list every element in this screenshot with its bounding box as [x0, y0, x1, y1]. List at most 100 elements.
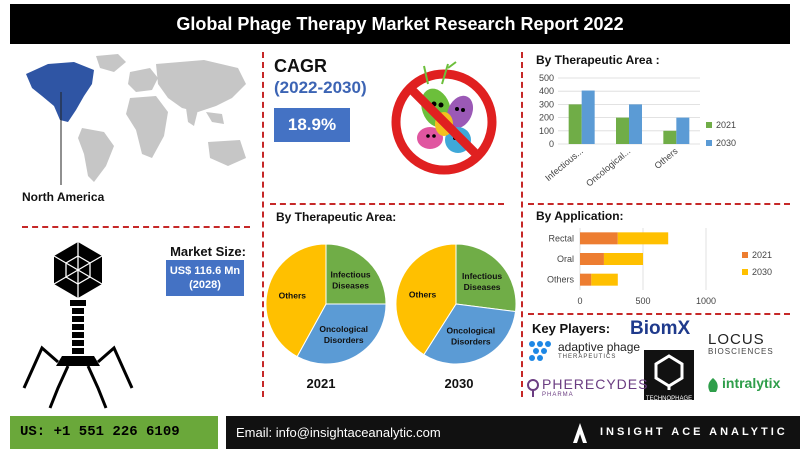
technophage-icon [654, 354, 684, 390]
pie-2030-label: 2030 [444, 376, 474, 391]
y-tick-label: Rectal [548, 233, 574, 243]
map-greenland [96, 54, 126, 72]
pie-slice [395, 243, 457, 356]
pie-slice-label: Others [279, 290, 307, 300]
therapeutic-bar-heading: By Therapeutic Area : [536, 53, 660, 67]
legend-label: 2021 [716, 120, 736, 130]
y-tick-label: Others [547, 275, 575, 285]
intralytix-icon [708, 378, 718, 392]
pie-slice-label: Infectious Diseases [462, 271, 502, 292]
pie-slice-label: Oncological Disorders [319, 324, 368, 345]
y-tick-label: 100 [539, 126, 554, 136]
map-africa [126, 96, 168, 158]
map-south-america [78, 128, 114, 182]
logo-adaptive-name: adaptive phage [558, 340, 641, 354]
legend-label: 2030 [716, 138, 736, 148]
x-tick-label: 0 [577, 296, 582, 306]
legend-swatch [706, 140, 712, 146]
pie-slice [296, 303, 387, 365]
bar-2021 [580, 232, 618, 245]
cagr-value: 18.9% [274, 108, 350, 142]
x-tick-label: Others [652, 146, 680, 171]
bar-2021 [616, 117, 629, 144]
key-players-heading: Key Players: [532, 321, 611, 336]
map-europe [128, 68, 158, 92]
pherecydes-icon [527, 379, 539, 397]
bar-2021 [663, 130, 677, 144]
bar-2030 [676, 117, 690, 144]
y-tick-label: 400 [539, 86, 554, 96]
market-size-box: US$ 116.6 Mn (2028) [166, 260, 244, 296]
pie-slice [265, 243, 327, 358]
x-tick-label: 1000 [696, 296, 716, 306]
map-asia [156, 60, 246, 112]
legend-swatch [706, 122, 712, 128]
logo-technophage: TECHNOPHAGE [644, 350, 694, 402]
application-bar-chart: 0 500 1000 Rectal Oral Others 2021 2030 [547, 228, 772, 306]
logo-locus-name: LOCUS [708, 331, 765, 348]
pie-slice-label: Others [409, 289, 437, 299]
y-tick-label: 300 [539, 99, 554, 109]
y-tick-label: 500 [539, 73, 554, 83]
pie-slice-label: Oncological Disorders [446, 325, 495, 346]
logo-intralytix-name: intralytix [722, 375, 781, 391]
y-tick-label: Oral [557, 254, 574, 264]
divider-bar [528, 203, 790, 205]
phage-icon [22, 242, 134, 409]
map-north-america [26, 62, 94, 122]
bar-2021 [580, 273, 592, 286]
y-tick-label: 200 [539, 113, 554, 123]
logo-technophage-name: TECHNOPHAGE [645, 396, 693, 402]
no-bacteria-icon [391, 61, 497, 175]
logo-locus: LOCUS BIOSCIENCES [708, 332, 774, 356]
region-label: North America [22, 190, 105, 204]
divider-right [521, 52, 523, 397]
world-map [26, 54, 246, 185]
pie-chart-2030: Infectious Diseases Oncological Disorders Ot… [395, 243, 517, 365]
divider-cagr [270, 203, 504, 205]
pie-2021-label: 2021 [306, 376, 336, 391]
footer-bar: Email: info@insightaceanalytic.com INSIG… [226, 416, 800, 449]
y-tick-label: 0 [549, 139, 554, 149]
divider-application [528, 313, 790, 315]
bar-2030 [603, 253, 643, 265]
map-southeast-asia [206, 112, 224, 124]
map-india [186, 108, 198, 126]
cagr-label: CAGR [274, 56, 327, 76]
legend-label: 2030 [752, 267, 772, 277]
footer-brand: INSIGHT ACE ANALYTIC [600, 426, 788, 438]
legend-label: 2021 [752, 250, 772, 260]
logo-adaptive-sub: THERAPEUTICS [558, 354, 617, 360]
logo-biomx: BiomX [630, 318, 691, 339]
bar-2030 [617, 232, 669, 245]
pie-slice [325, 243, 387, 305]
cagr-period: (2022-2030) [274, 78, 367, 97]
adaptive-phage-icon [529, 341, 551, 361]
therapeutic-bar-chart: 0 100 200 300 400 500 Infectious... Oncological… [539, 73, 736, 189]
market-size-year: (2028) [189, 279, 221, 291]
x-tick-label: Oncological... [584, 146, 632, 189]
divider-region [22, 226, 250, 228]
logo-pherecydes-name: PHERECYDES [542, 376, 649, 392]
pie-slice [455, 243, 517, 313]
footer-email[interactable]: Email: info@insightaceanalytic.com [236, 425, 441, 440]
market-size-value: US$ 116.6 Mn [169, 265, 241, 277]
x-tick-label: Infectious... [543, 146, 585, 183]
logo-pherecydes-sub: PHARMA [542, 392, 574, 398]
legend-swatch [742, 269, 748, 275]
insight-ace-icon [573, 423, 587, 443]
bar-2030 [629, 104, 642, 144]
map-australia [208, 140, 246, 166]
bar-2021 [568, 104, 582, 144]
pie-slice-label: Infectious Diseases [331, 269, 371, 290]
x-tick-label: 500 [635, 296, 650, 306]
bar-2030 [581, 90, 595, 144]
pie-chart-2021: Infectious Diseases Oncological Disorders Ot… [265, 243, 387, 365]
market-size-label: Market Size: [170, 244, 246, 259]
bar-2021 [580, 253, 604, 265]
footer-phone: US: +1 551 226 6109 [10, 416, 218, 449]
legend-swatch [742, 252, 748, 258]
divider-left [262, 52, 264, 397]
page-title: Global Phage Therapy Market Research Rep… [10, 4, 790, 44]
application-heading: By Application: [536, 209, 624, 223]
